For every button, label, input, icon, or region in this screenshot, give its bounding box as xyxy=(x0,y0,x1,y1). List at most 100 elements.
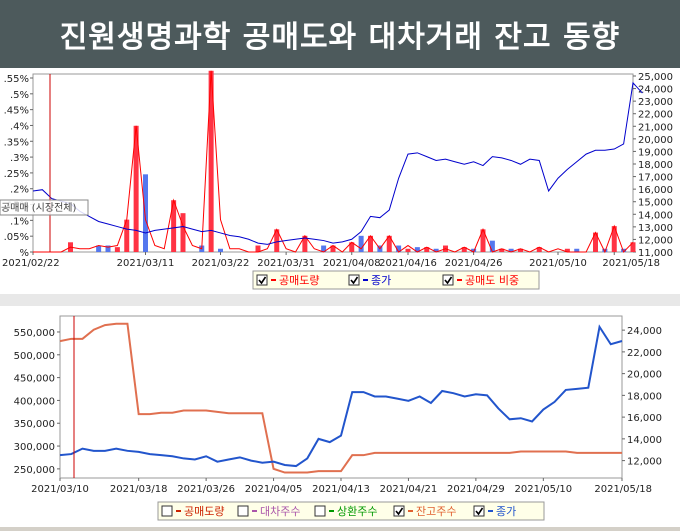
short-volume-bar xyxy=(630,242,636,252)
short-volume-bar xyxy=(593,232,598,252)
check-icon xyxy=(395,507,404,516)
legend-item[interactable]: 대차주수 xyxy=(237,505,300,518)
short-volume-bar xyxy=(180,213,186,252)
close-price-line xyxy=(32,81,643,245)
short-volume-bar xyxy=(564,248,570,252)
y-right-tick-label: 14,000 xyxy=(638,210,673,221)
y-right-tick-label: 11,000 xyxy=(638,248,673,259)
title-banner: 진원생명과학 공매도와 대차거래 잔고 동향 xyxy=(0,0,680,68)
short-ratio-bar xyxy=(358,235,364,252)
short-volume-bar xyxy=(461,247,467,252)
y-right-tick-label: 12,000 xyxy=(638,235,673,246)
short-ratio-bar xyxy=(508,248,514,252)
legend-label: 공매도량 xyxy=(279,274,319,287)
legend-item[interactable]: 종가 xyxy=(473,505,516,518)
legend-item[interactable]: 종가 xyxy=(348,274,391,287)
y-right-tick-label: 13,000 xyxy=(638,223,673,234)
legend-checkbox xyxy=(348,274,360,286)
short-volume-bar xyxy=(480,229,486,252)
short-selling-chart-panel: .55%.5%.45%.4%.35%.3%.25%.2%.15%.1%.05%%… xyxy=(0,68,680,294)
tooltip: 공매매 (시장전체) xyxy=(0,199,89,216)
y-right-tick-label: 21,000 xyxy=(638,122,673,133)
y-right-tick-label: 14,000 xyxy=(627,435,662,446)
short-volume-bar xyxy=(171,200,177,252)
y-left-tick-label: 450,000 xyxy=(14,374,55,385)
y-right-tick-label: 17,000 xyxy=(638,173,673,184)
loan-balance-chart-panel: 550,000 500,000 450,000 400,000 350,000 300,0… xyxy=(0,306,680,527)
y-right-tick-label: 25,000 xyxy=(638,72,673,83)
y-left-tick-label: 300,000 xyxy=(14,442,55,453)
plot-area xyxy=(32,73,634,253)
short-ratio-bar xyxy=(321,245,327,252)
short-volume-bar xyxy=(124,219,130,252)
short-volume-bar xyxy=(386,235,392,252)
short-volume-bar xyxy=(611,226,617,252)
y-right-tick-label: 16,000 xyxy=(638,185,673,196)
short-ratio-bar xyxy=(105,245,111,252)
legend-item[interactable]: 공매도량 xyxy=(161,505,224,518)
y-left-tick-label: 250,000 xyxy=(14,465,55,476)
legend-label: 잔고주수 xyxy=(416,505,456,518)
short-ratio-bar xyxy=(489,240,495,252)
page-title: 진원생명과학 공매도와 대차거래 잔고 동향 xyxy=(59,20,621,55)
y-right-tick-label: 12,000 xyxy=(627,457,662,468)
x-tick-label: 2021/03/22 xyxy=(192,258,250,269)
legend-label: 공매도량 xyxy=(184,505,224,518)
tooltip-box xyxy=(0,199,89,216)
x-tick-label: 2021/04/05 xyxy=(245,484,303,495)
tooltip-text: 공매매 (시장전체) xyxy=(1,202,76,214)
legend-box xyxy=(157,501,545,521)
y-left-tick-label: 400,000 xyxy=(14,396,55,407)
legend-label: 대차주수 xyxy=(260,505,300,518)
legend-item[interactable]: 상환주수 xyxy=(314,505,377,518)
y-left-tick-label: .2% xyxy=(10,185,29,196)
x-tick-label: 2021/03/11 xyxy=(117,258,175,269)
short-volume-bar xyxy=(368,235,373,252)
y-right-tick-label: 24,000 xyxy=(627,326,662,337)
y-left-tick-label: 350,000 xyxy=(14,419,55,430)
y-right-tick-label: 20,000 xyxy=(627,370,662,381)
check-icon xyxy=(475,507,484,516)
short-volume-bar xyxy=(274,229,280,252)
legend-checkbox xyxy=(473,505,485,517)
x-tick-label: 2021/03/31 xyxy=(257,258,315,269)
x-tick-label: 2021/05/10 xyxy=(514,484,572,495)
legend-checkbox xyxy=(442,274,454,286)
y-left-tick-label: .05% xyxy=(4,232,29,243)
short-volume-bar xyxy=(114,247,120,252)
legend-checkbox xyxy=(237,505,249,517)
panel-divider xyxy=(0,294,680,306)
y-left-tick-label: .55% xyxy=(4,74,29,85)
short-volume-bar xyxy=(208,70,214,252)
legend-checkbox xyxy=(161,505,173,517)
y-left-tick-label: 500,000 xyxy=(14,351,55,362)
legend-checkbox xyxy=(314,505,326,517)
short-volume-bar xyxy=(255,245,261,252)
y-right-tick-label: 24,000 xyxy=(638,85,673,96)
legend-label: 종가 xyxy=(496,505,516,518)
short-selling-chart: .55%.5%.45%.4%.35%.3%.25%.2%.15%.1%.05%%… xyxy=(0,70,673,290)
x-tick-label: 2021/04/16 xyxy=(379,258,437,269)
close-price-line xyxy=(59,324,623,468)
y-left-tick-label: .25% xyxy=(4,169,29,180)
x-tick-label: 2021/05/18 xyxy=(594,484,652,495)
short-ratio-bar xyxy=(574,248,580,252)
legend-checkbox xyxy=(393,505,405,517)
legend-item[interactable]: 공매도량 xyxy=(256,274,319,287)
x-tick-label: 2021/04/26 xyxy=(445,258,503,269)
check-icon xyxy=(350,276,359,285)
x-tick-label: 2021/05/18 xyxy=(602,258,660,269)
y-right-tick-label: 23,000 xyxy=(638,97,673,108)
y-right-tick-label: 22,000 xyxy=(638,110,673,121)
legend-item[interactable]: 잔고주수 xyxy=(393,505,456,518)
x-tick-label: 2021/04/13 xyxy=(312,484,370,495)
y-right-tick-label: 16,000 xyxy=(627,413,662,424)
x-tick-label: 2021/03/26 xyxy=(177,484,235,495)
x-tick-label: 2021/04/29 xyxy=(447,484,505,495)
plot-area xyxy=(59,315,623,479)
check-icon xyxy=(258,276,267,285)
legend-box xyxy=(252,270,540,290)
y-right-tick-label: 18,000 xyxy=(627,391,662,402)
legend-item[interactable]: 공매도 비중 xyxy=(442,274,519,287)
y-left-tick-label: % xyxy=(19,248,29,259)
